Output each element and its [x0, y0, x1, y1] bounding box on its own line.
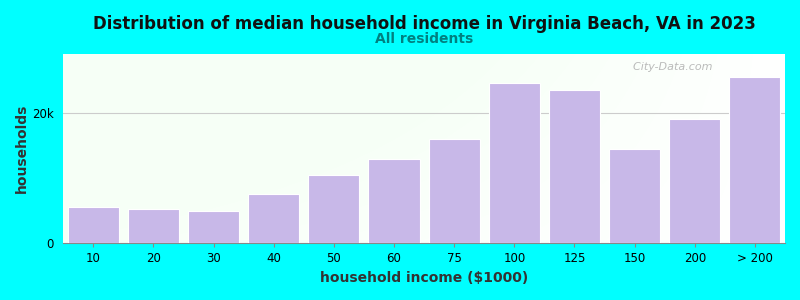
Bar: [549, 90, 600, 243]
Bar: [188, 211, 239, 243]
Bar: [248, 194, 299, 243]
Y-axis label: households: households: [15, 104, 29, 194]
Bar: [730, 77, 781, 243]
Bar: [670, 119, 720, 243]
Text: City-Data.com: City-Data.com: [626, 61, 713, 72]
Title: Distribution of median household income in Virginia Beach, VA in 2023: Distribution of median household income …: [93, 15, 755, 33]
Bar: [68, 208, 119, 243]
Bar: [489, 83, 540, 243]
Bar: [429, 139, 480, 243]
Bar: [609, 149, 660, 243]
Bar: [128, 209, 179, 243]
Text: All residents: All residents: [375, 32, 474, 46]
Bar: [308, 175, 359, 243]
X-axis label: household income ($1000): household income ($1000): [320, 271, 528, 285]
Bar: [369, 158, 420, 243]
